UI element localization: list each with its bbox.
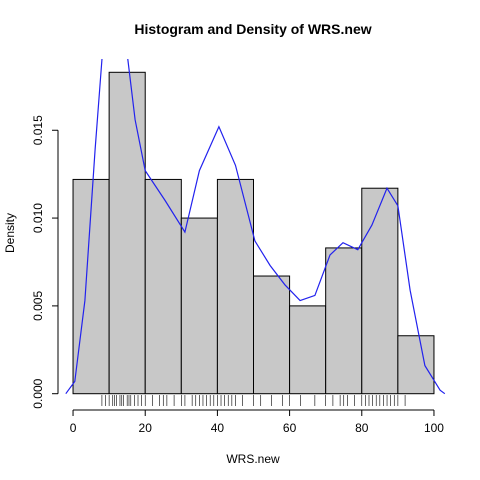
y-tick-label: 0.015 bbox=[31, 115, 45, 145]
histogram-bar bbox=[361, 187, 399, 395]
histogram-bar bbox=[325, 247, 363, 395]
y-axis-label: Density bbox=[3, 213, 17, 253]
density-curve bbox=[65, 59, 446, 395]
y-tick-label: 0.005 bbox=[31, 291, 45, 321]
x-tick-label: 40 bbox=[211, 421, 225, 435]
histogram-bar bbox=[253, 275, 291, 395]
histogram-bar bbox=[289, 305, 327, 395]
chart-title: Histogram and Density of WRS.new bbox=[134, 21, 371, 37]
histogram-bar bbox=[144, 178, 182, 395]
x-tick-label: 100 bbox=[424, 421, 444, 435]
x-axis-label: WRS.new bbox=[226, 452, 280, 466]
density-group bbox=[65, 59, 446, 395]
histogram-bar bbox=[108, 71, 146, 395]
y-tick-label: 0.000 bbox=[31, 378, 45, 408]
x-tick-label: 0 bbox=[70, 421, 77, 435]
histogram-bar bbox=[216, 178, 255, 395]
x-tick-label: 20 bbox=[139, 421, 153, 435]
histogram-bar bbox=[180, 217, 218, 395]
y-tick-label: 0.010 bbox=[31, 203, 45, 233]
histogram-bar bbox=[397, 335, 435, 395]
x-tick-label: 80 bbox=[355, 421, 369, 435]
x-tick-label: 60 bbox=[283, 421, 297, 435]
